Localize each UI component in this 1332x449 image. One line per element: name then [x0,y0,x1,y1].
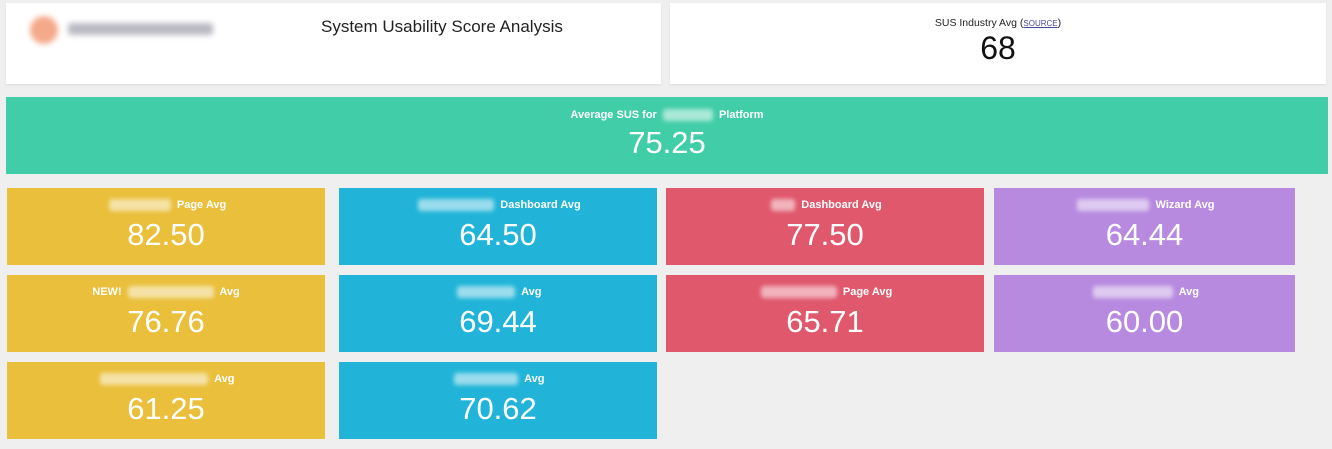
tile-value: 70.62 [459,391,537,427]
redacted-text [1077,199,1150,212]
company-logo [28,14,223,44]
tile-value: 65.71 [786,304,864,340]
tile-label-text: Avg [1178,286,1200,298]
redacted-text [454,373,519,386]
tile-label-prefix: NEW! [92,286,122,298]
source-link-wrapper: (SOURCE) [1019,17,1062,29]
tile-value: 69.44 [459,304,537,340]
redacted-text [771,199,796,212]
source-link[interactable]: SOURCE [1023,19,1058,28]
tile-label-text: Page Avg [176,199,227,211]
industry-avg-label-row: SUS Industry Avg (SOURCE) [670,17,1326,29]
score-tile: Avg 61.25 [7,362,325,439]
redacted-text [127,286,214,299]
tile-label: Dashboard Avg [339,199,657,212]
tile-label: Avg [339,373,657,386]
score-tile: Page Avg 82.50 [7,188,325,265]
score-tile: Avg 70.62 [339,362,657,439]
tile-label: Avg [994,286,1295,299]
tile-label-text: Avg [521,286,542,298]
tile-label-text: Avg [219,286,240,298]
redacted-text [418,199,495,212]
score-tile: Avg 69.44 [339,275,657,352]
logo-mark [30,16,58,44]
tile-label-text: Page Avg [842,286,893,298]
tile-label: Dashboard Avg [666,199,984,212]
redacted-text [1092,286,1173,299]
tile-label-text: Avg [214,373,235,385]
tile-label: NEW! Avg [7,286,325,299]
redacted-text [108,199,171,212]
score-tile: Avg 60.00 [994,275,1295,352]
platform-avg-value: 75.25 [628,125,706,161]
redacted-text [760,286,837,299]
score-tile: NEW! Avg 76.76 [7,275,325,352]
logo-wordmark-redacted [68,23,213,35]
tile-value: 60.00 [1105,304,1184,340]
tile-value: 76.76 [127,304,205,340]
score-tile: Wizard Avg 64.44 [994,188,1295,265]
industry-avg-label: SUS Industry Avg [934,17,1017,29]
industry-avg-panel: SUS Industry Avg (SOURCE) 68 [670,3,1326,84]
tile-value: 82.50 [127,217,205,253]
tile-value: 77.50 [786,217,864,253]
score-tile: Dashboard Avg 64.50 [339,188,657,265]
tile-label-text: Wizard Avg [1155,199,1215,211]
tile-label: Avg [339,286,657,299]
tile-label: Avg [7,373,325,386]
tile-value: 61.25 [127,391,205,427]
tile-value: 64.44 [1105,217,1184,253]
platform-label-prefix: Average SUS for [570,109,657,121]
tile-label-text: Dashboard Avg [500,199,581,211]
tile-label: Page Avg [666,286,984,299]
tile-label-text: Avg [524,373,545,385]
industry-avg-value: 68 [980,30,1016,66]
score-tile: Page Avg 65.71 [666,275,984,352]
tile-label-text: Dashboard Avg [801,199,882,211]
redacted-text [100,373,209,386]
platform-avg-label: Average SUS for Platform [6,109,1328,122]
tile-label: Page Avg [7,199,325,212]
tile-label: Wizard Avg [994,199,1295,212]
score-tile: Dashboard Avg 77.50 [666,188,984,265]
title-panel: System Usability Score Analysis [6,3,661,84]
platform-avg-panel: Average SUS for Platform 75.25 [6,97,1328,174]
platform-label-suffix: Platform [718,109,764,121]
redacted-text [457,286,516,299]
tile-value: 64.50 [459,217,537,253]
redacted-text [662,109,713,122]
page-title: System Usability Score Analysis [321,17,563,36]
